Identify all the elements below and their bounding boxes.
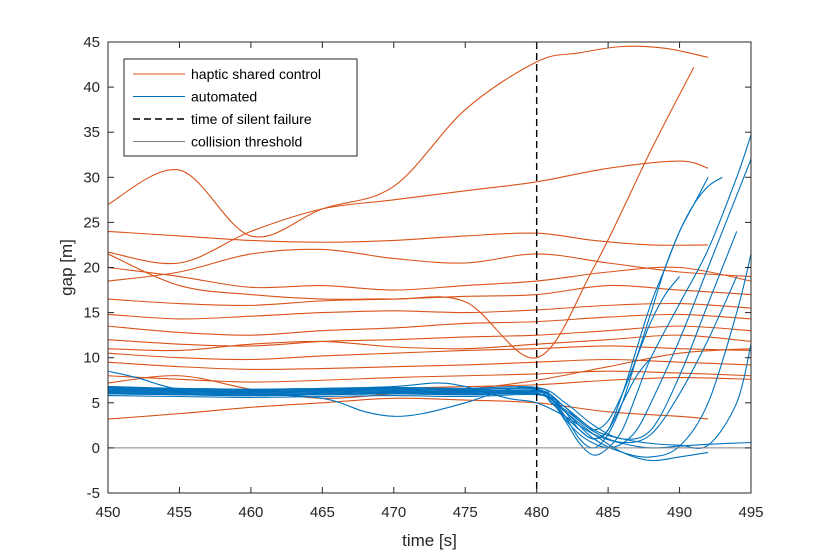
x-tick-label: 450	[95, 504, 120, 521]
x-tick-label: 475	[453, 504, 478, 521]
y-tick-label: 10	[83, 350, 100, 367]
series-line-haptic-12	[108, 397, 709, 420]
x-tick-label: 495	[738, 504, 763, 521]
series-line-haptic-7	[108, 325, 751, 347]
y-tick-label: 0	[92, 440, 100, 457]
series-line-haptic-15	[108, 313, 751, 336]
y-tick-label: 40	[83, 79, 100, 96]
legend-box	[123, 58, 358, 157]
legend-entry-haptic: haptic shared control	[133, 66, 321, 82]
series-line-automated-26	[108, 276, 680, 431]
series-line-haptic-14	[108, 248, 751, 282]
y-tick-label: -5	[87, 485, 100, 502]
y-tick-label: 15	[83, 305, 100, 322]
series-line-haptic-4	[108, 266, 751, 291]
series-line-automated-24	[108, 370, 709, 462]
series-line-haptic-6	[108, 302, 751, 320]
series-line-haptic-1	[108, 45, 709, 238]
x-tick-label: 485	[596, 504, 621, 521]
y-tick-label: 25	[83, 214, 100, 231]
y-axis-label: gap [m]	[57, 239, 76, 296]
series-line-haptic-2	[108, 230, 709, 246]
x-axis-label: time [s]	[402, 531, 457, 550]
x-tick-label: 460	[238, 504, 263, 521]
legend-label-automated: automated	[191, 89, 257, 105]
series-line-automated-28	[108, 231, 738, 440]
y-tick-label: 20	[83, 260, 100, 277]
series-line-haptic-13	[108, 67, 695, 359]
series-line-haptic-3	[108, 160, 709, 265]
series-line-haptic-9	[108, 358, 751, 371]
series-line-automated-29	[108, 276, 738, 444]
x-axis-ticks: 450 455 460 465 470 475 480 485 490 495	[95, 42, 764, 521]
series-line-automated-27	[108, 357, 652, 440]
y-tick-label: 35	[83, 124, 100, 141]
legend-label-threshold: collision threshold	[191, 134, 302, 150]
legend-label-haptic: haptic shared control	[191, 66, 321, 82]
x-tick-label: 455	[167, 504, 192, 521]
legend-entry-threshold: collision threshold	[133, 134, 302, 150]
x-tick-label: 465	[310, 504, 335, 521]
series-line-haptic-5	[108, 284, 751, 307]
x-tick-label: 480	[524, 504, 549, 521]
legend-label-failure: time of silent failure	[191, 111, 312, 127]
series-line-haptic-8	[108, 345, 751, 361]
y-tick-label: 45	[83, 34, 100, 51]
legend-entry-automated: automated	[133, 89, 257, 105]
x-tick-label: 490	[667, 504, 692, 521]
x-tick-label: 470	[381, 504, 406, 521]
y-axis-ticks: -5 0 5 10 15 20 25 30 35 40 45	[83, 34, 751, 502]
legend: haptic shared control automated time of …	[123, 58, 358, 157]
series-line-automated-21	[108, 159, 751, 449]
y-tick-label: 5	[92, 395, 100, 412]
y-tick-label: 30	[83, 169, 100, 186]
legend-entry-failure: time of silent failure	[133, 111, 312, 127]
